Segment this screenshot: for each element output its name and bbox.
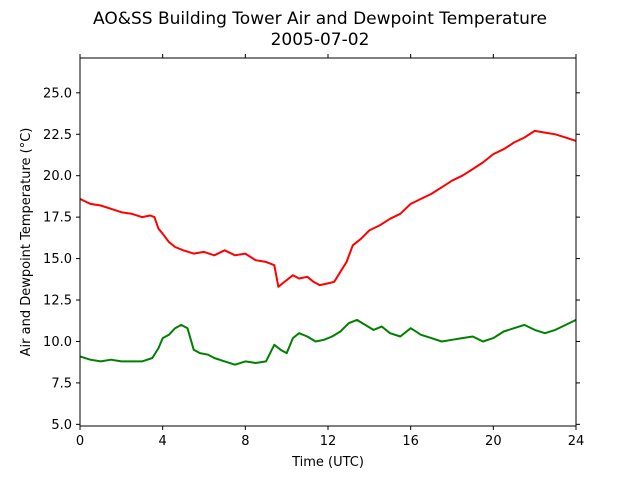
y-axis: 5.0 7.5 10.0 12.5 15.0 17.5 20.0 22.5 25.0: [43, 86, 580, 433]
x-tick-label: 4: [159, 434, 167, 449]
series-line-1: [79, 129, 577, 288]
x-axis-label: Time (UTC): [291, 455, 364, 470]
x-tick-label: 8: [241, 434, 249, 449]
x-tick-label: 12: [320, 434, 337, 449]
y-tick-label: 7.5: [51, 376, 72, 391]
y-axis-label: Air and Dewpoint Temperature (°C): [19, 128, 34, 357]
y-tick-label: 12.5: [43, 294, 72, 309]
series-line-2: [79, 318, 577, 366]
y-tick-label: 20.0: [43, 169, 72, 184]
y-tick-label: 25.0: [43, 86, 72, 101]
y-tick-label: 17.5: [43, 211, 72, 226]
series-layer: [79, 129, 577, 366]
y-tick-label: 15.0: [43, 252, 72, 267]
x-tick-label: 16: [402, 434, 419, 449]
x-tick-label: 0: [76, 434, 84, 449]
x-tick-label: 20: [485, 434, 502, 449]
y-tick-label: 5.0: [51, 418, 72, 433]
chart-subtitle: 2005-07-02: [271, 30, 370, 50]
x-tick-label: 24: [568, 434, 585, 449]
y-tick-label: 22.5: [43, 128, 72, 143]
y-tick-label: 10.0: [43, 335, 72, 350]
x-axis: 0 4 8 12 16 20 24: [76, 54, 584, 449]
chart-title: AO&SS Building Tower Air and Dewpoint Te…: [93, 9, 547, 29]
